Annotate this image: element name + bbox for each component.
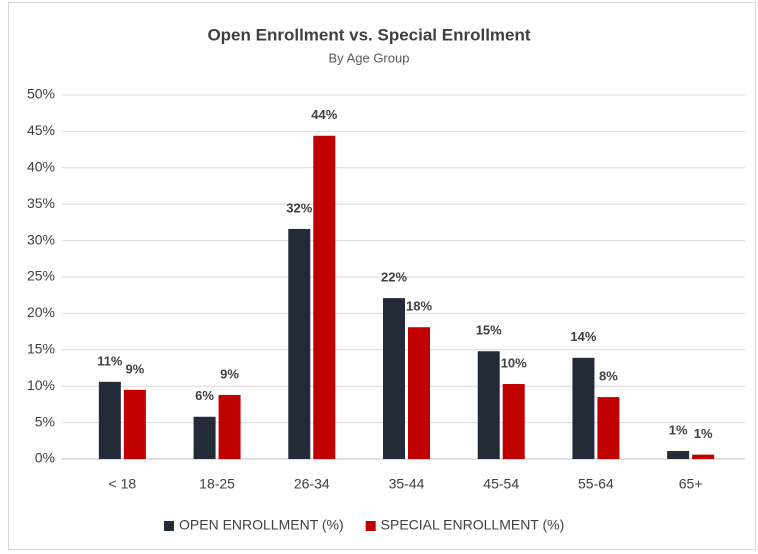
bar	[383, 298, 405, 459]
y-tick-label: 5%	[35, 413, 55, 429]
value-label: 18%	[406, 299, 432, 314]
bar	[502, 384, 525, 459]
bar	[597, 397, 620, 459]
y-tick-label: 45%	[27, 122, 55, 138]
bar	[572, 357, 595, 459]
value-label: 11%	[97, 353, 123, 368]
chart-subtitle: By Age Group	[329, 50, 410, 65]
y-tick-label: 30%	[27, 231, 55, 247]
y-tick-label: 35%	[27, 195, 55, 211]
legend-swatch	[365, 521, 376, 531]
bar	[218, 394, 241, 459]
legend-label: SPECIAL ENROLLMENT (%)	[381, 517, 565, 533]
bar	[98, 381, 121, 459]
value-label: 8%	[599, 369, 618, 384]
y-tick-label: 50%	[27, 86, 55, 102]
y-tick-label: 20%	[27, 304, 55, 320]
y-tick-label: 40%	[27, 159, 55, 175]
chart-title: Open Enrollment vs. Special Enrollment	[207, 25, 530, 44]
bar	[667, 450, 690, 459]
value-label: 9%	[125, 361, 144, 376]
legend-swatch	[164, 521, 174, 531]
value-label: 6%	[195, 388, 214, 403]
value-label: 32%	[286, 200, 312, 215]
y-tick-label: 0%	[35, 450, 55, 466]
value-label: 44%	[311, 107, 337, 122]
y-tick-label: 10%	[27, 377, 55, 393]
value-label: 10%	[501, 355, 527, 370]
bar	[692, 454, 715, 459]
x-tick-label: 26-34	[294, 476, 330, 492]
value-label: 15%	[476, 323, 502, 338]
value-label: 1%	[669, 422, 688, 437]
bar	[193, 416, 216, 459]
x-tick-label: 55-64	[578, 476, 614, 492]
bar	[408, 327, 430, 459]
x-tick-label: 35-44	[389, 476, 425, 492]
x-tick-label: 18-25	[199, 476, 235, 492]
bar	[123, 389, 146, 459]
value-label: 1%	[694, 426, 713, 441]
value-label: 14%	[570, 329, 596, 344]
bar	[313, 135, 336, 459]
y-tick-label: 15%	[27, 341, 55, 357]
x-tick-label: 65+	[679, 476, 703, 492]
bar	[288, 228, 311, 459]
x-tick-label: 45-54	[483, 476, 519, 492]
value-label: 22%	[381, 270, 407, 285]
y-tick-label: 25%	[27, 268, 55, 284]
bar	[477, 351, 500, 459]
x-tick-label: < 18	[109, 476, 137, 492]
legend-label: OPEN ENROLLMENT (%)	[179, 517, 344, 533]
value-label: 9%	[220, 366, 239, 381]
